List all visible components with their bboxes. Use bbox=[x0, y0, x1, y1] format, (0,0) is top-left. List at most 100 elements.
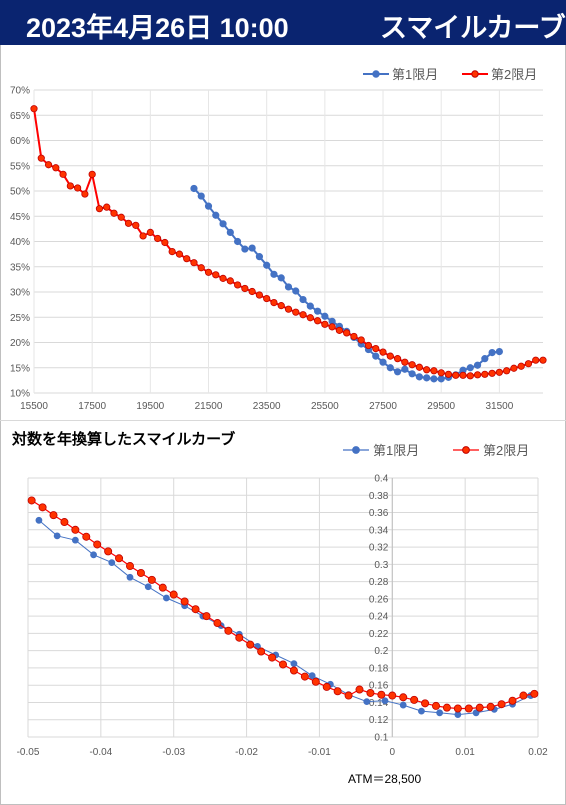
y-tick-label: 10% bbox=[10, 389, 30, 400]
y-tick-label: 0.38 bbox=[369, 491, 389, 502]
data-point bbox=[444, 370, 453, 378]
header-bar: 2023年4月26日 10:00 スマイルカーブ bbox=[0, 0, 566, 45]
y-tick-label: 0.26 bbox=[369, 594, 389, 605]
data-point bbox=[321, 320, 329, 328]
y-tick-label: 0.18 bbox=[369, 663, 389, 674]
header-datetime: 2023年4月26日 10:00 bbox=[26, 13, 289, 43]
data-point bbox=[437, 375, 445, 383]
data-point bbox=[255, 253, 264, 261]
x-tick-label: 21500 bbox=[195, 401, 223, 412]
y-tick-label: 70% bbox=[10, 86, 30, 97]
data-point bbox=[401, 365, 409, 373]
data-point bbox=[410, 695, 419, 704]
data-point bbox=[234, 281, 242, 289]
y-tick-label: 0.24 bbox=[369, 612, 389, 623]
data-point bbox=[270, 299, 278, 307]
series-line bbox=[38, 519, 531, 716]
x-tick-label: 0.02 bbox=[528, 747, 548, 758]
data-point bbox=[377, 690, 386, 699]
data-point bbox=[163, 594, 170, 602]
x-tick-label: -0.01 bbox=[308, 747, 331, 758]
x-tick-label: -0.02 bbox=[235, 747, 258, 758]
data-point bbox=[257, 647, 266, 656]
data-point bbox=[82, 532, 91, 541]
data-point bbox=[430, 375, 438, 383]
data-point bbox=[473, 371, 482, 379]
data-point bbox=[117, 213, 125, 221]
data-point bbox=[421, 699, 430, 708]
x-tick-label: 17500 bbox=[78, 401, 106, 412]
data-point bbox=[27, 496, 36, 505]
data-point bbox=[464, 704, 473, 713]
data-point bbox=[415, 373, 423, 381]
data-point bbox=[379, 348, 387, 356]
data-point bbox=[321, 312, 329, 320]
data-point bbox=[241, 284, 249, 293]
data-point bbox=[263, 261, 271, 269]
data-point bbox=[226, 228, 234, 237]
data-point bbox=[180, 597, 189, 606]
data-point bbox=[308, 672, 316, 680]
data-point bbox=[372, 352, 380, 360]
data-point bbox=[381, 697, 389, 705]
data-point bbox=[466, 364, 474, 372]
data-point bbox=[299, 295, 307, 304]
data-point bbox=[71, 536, 79, 544]
data-point bbox=[60, 518, 69, 527]
data-point bbox=[393, 368, 402, 376]
y-tick-label: 35% bbox=[10, 262, 30, 273]
x-tick-label: -0.03 bbox=[162, 747, 185, 758]
data-point bbox=[508, 696, 517, 705]
data-point bbox=[486, 702, 495, 711]
data-point bbox=[363, 698, 371, 706]
data-point bbox=[453, 704, 462, 713]
data-point bbox=[519, 691, 528, 700]
data-point bbox=[289, 666, 298, 675]
data-point bbox=[408, 370, 416, 378]
data-point bbox=[415, 363, 423, 371]
atm-label: ATM＝28,500 bbox=[348, 772, 422, 786]
data-point bbox=[481, 370, 489, 378]
y-tick-label: 0.14 bbox=[369, 698, 389, 709]
data-point bbox=[408, 361, 416, 369]
x-tick-label: -0.05 bbox=[17, 747, 40, 758]
x-tick-label: 31500 bbox=[485, 401, 513, 412]
data-point bbox=[292, 308, 300, 316]
data-point bbox=[497, 700, 506, 709]
data-point bbox=[124, 219, 133, 227]
data-point bbox=[532, 356, 540, 364]
data-point bbox=[144, 583, 152, 591]
smile-curve-chart: 10% 15% 20% 25% 30% 35% 40% 45% 50% 55% 60% 65% 70% 1… bbox=[10, 67, 547, 412]
data-point bbox=[103, 203, 111, 211]
data-point bbox=[366, 688, 375, 697]
y-tick-label: 0.22 bbox=[369, 629, 389, 640]
data-point bbox=[38, 503, 47, 512]
data-point bbox=[88, 170, 96, 178]
data-point bbox=[246, 640, 255, 649]
series-line bbox=[31, 499, 535, 710]
data-point bbox=[355, 685, 364, 694]
y-tick-label: 0.3 bbox=[374, 560, 388, 571]
data-point bbox=[161, 238, 169, 247]
data-point bbox=[452, 371, 460, 379]
data-point bbox=[53, 532, 61, 540]
data-point bbox=[399, 693, 408, 702]
data-point bbox=[74, 184, 82, 192]
data-point bbox=[219, 220, 227, 228]
data-point bbox=[212, 271, 220, 279]
data-point bbox=[466, 372, 474, 380]
data-point bbox=[284, 283, 293, 291]
y-tick-label: 40% bbox=[10, 237, 30, 248]
data-point bbox=[270, 270, 278, 278]
y-tick-label: 0.16 bbox=[369, 681, 389, 692]
data-point bbox=[255, 291, 264, 299]
data-point bbox=[132, 221, 140, 229]
data-point bbox=[49, 511, 58, 520]
data-point bbox=[379, 358, 387, 366]
data-point bbox=[183, 255, 191, 263]
data-point bbox=[333, 687, 342, 696]
data-point bbox=[136, 568, 145, 577]
data-point bbox=[510, 364, 518, 372]
data-point bbox=[472, 709, 480, 717]
data-point bbox=[475, 703, 484, 712]
